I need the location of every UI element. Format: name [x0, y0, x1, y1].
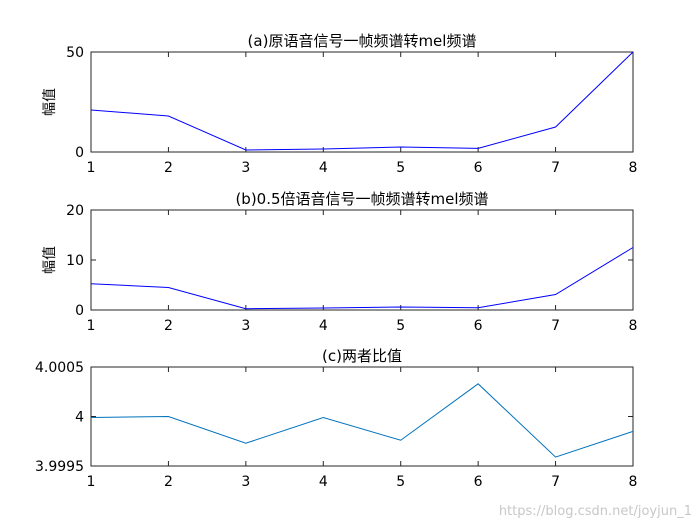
x-tick-label: 2 — [164, 318, 173, 334]
y-axis-label: 幅值 — [42, 246, 58, 274]
y-tick-label: 20 — [66, 203, 84, 219]
x-tick-label: 8 — [629, 318, 638, 334]
x-tick-label: 3 — [241, 318, 250, 334]
x-tick-label: 7 — [551, 160, 560, 176]
chart-title: (c)两者比值 — [322, 347, 402, 365]
y-tick-label: 0 — [75, 303, 84, 319]
x-tick-label: 8 — [629, 474, 638, 490]
x-tick-label: 7 — [551, 318, 560, 334]
x-tick-label: 4 — [319, 160, 328, 176]
series-line-1 — [90, 51, 634, 151]
y-tick-label: 0 — [75, 145, 84, 161]
x-tick-label: 4 — [319, 318, 328, 334]
chart-title: (a)原语音信号一帧频谱转mel频谱 — [248, 32, 477, 50]
y-tick-label: 4 — [75, 410, 84, 426]
series-line-2 — [90, 247, 634, 310]
x-tick-label: 1 — [87, 474, 96, 490]
y-tick-label: 10 — [66, 253, 84, 269]
chart-title: (b)0.5倍语音信号一帧频谱转mel频谱 — [235, 190, 488, 208]
x-tick-label: 7 — [551, 474, 560, 490]
x-tick-label: 5 — [396, 160, 405, 176]
y-tick-label: 4.0005 — [35, 360, 84, 376]
y-tick-label: 50 — [66, 45, 84, 61]
x-tick-label: 8 — [629, 160, 638, 176]
x-tick-label: 6 — [474, 160, 483, 176]
x-tick-label: 6 — [474, 318, 483, 334]
series-line-3 — [90, 383, 634, 458]
x-tick-label: 3 — [241, 474, 250, 490]
y-tick-label: 3.9995 — [35, 459, 84, 475]
plot-area-1 — [90, 51, 634, 153]
plot-area-3 — [90, 366, 634, 467]
x-tick-label: 5 — [396, 318, 405, 334]
x-tick-label: 5 — [396, 474, 405, 490]
x-tick-label: 2 — [164, 474, 173, 490]
watermark-text: https://blog.csdn.net/joyjun_1 — [498, 504, 692, 519]
x-tick-label: 2 — [164, 160, 173, 176]
x-tick-label: 3 — [241, 160, 250, 176]
x-tick-label: 1 — [87, 160, 96, 176]
x-tick-label: 6 — [474, 474, 483, 490]
x-tick-label: 4 — [319, 474, 328, 490]
x-tick-label: 1 — [87, 318, 96, 334]
y-axis-label: 幅值 — [42, 88, 58, 116]
